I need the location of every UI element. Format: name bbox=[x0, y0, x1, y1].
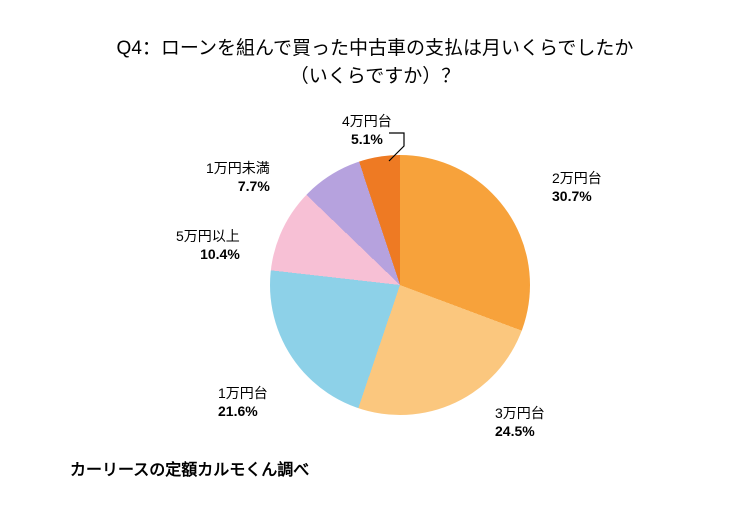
chart-title: Q4：ローンを組んで買った中古車の支払は月いくらでしたか （いくらですか）？ bbox=[0, 35, 750, 90]
pie-chart bbox=[270, 155, 530, 415]
slice-cat-4: 1万円未満 bbox=[206, 160, 270, 178]
slice-pct-5: 5.1% bbox=[342, 131, 392, 149]
slice-cat-0: 2万円台 bbox=[552, 170, 602, 188]
slice-label-3: 5万円以上 10.4% bbox=[176, 228, 240, 263]
slice-cat-2: 1万円台 bbox=[218, 385, 268, 403]
slice-label-2: 1万円台 21.6% bbox=[218, 385, 268, 420]
source-credit: カーリースの定額カルモくん調べ bbox=[70, 456, 309, 480]
slice-label-1: 3万円台 24.5% bbox=[495, 405, 545, 440]
slice-cat-5: 4万円台 bbox=[342, 113, 392, 131]
slice-pct-0: 30.7% bbox=[552, 188, 602, 206]
slice-pct-3: 10.4% bbox=[176, 246, 240, 264]
slice-pct-2: 21.6% bbox=[218, 403, 268, 421]
slice-pct-4: 7.7% bbox=[206, 178, 270, 196]
chart-title-line1: Q4：ローンを組んで買った中古車の支払は月いくらでしたか bbox=[117, 38, 634, 59]
pie-disc bbox=[270, 155, 530, 415]
slice-cat-1: 3万円台 bbox=[495, 405, 545, 423]
slice-pct-1: 24.5% bbox=[495, 423, 545, 441]
slice-cat-3: 5万円以上 bbox=[176, 228, 240, 246]
slice-label-5: 4万円台 5.1% bbox=[342, 113, 392, 148]
slice-label-4: 1万円未満 7.7% bbox=[206, 160, 270, 195]
slice-label-0: 2万円台 30.7% bbox=[552, 170, 602, 205]
chart-title-line2: （いくらですか）？ bbox=[290, 66, 460, 87]
